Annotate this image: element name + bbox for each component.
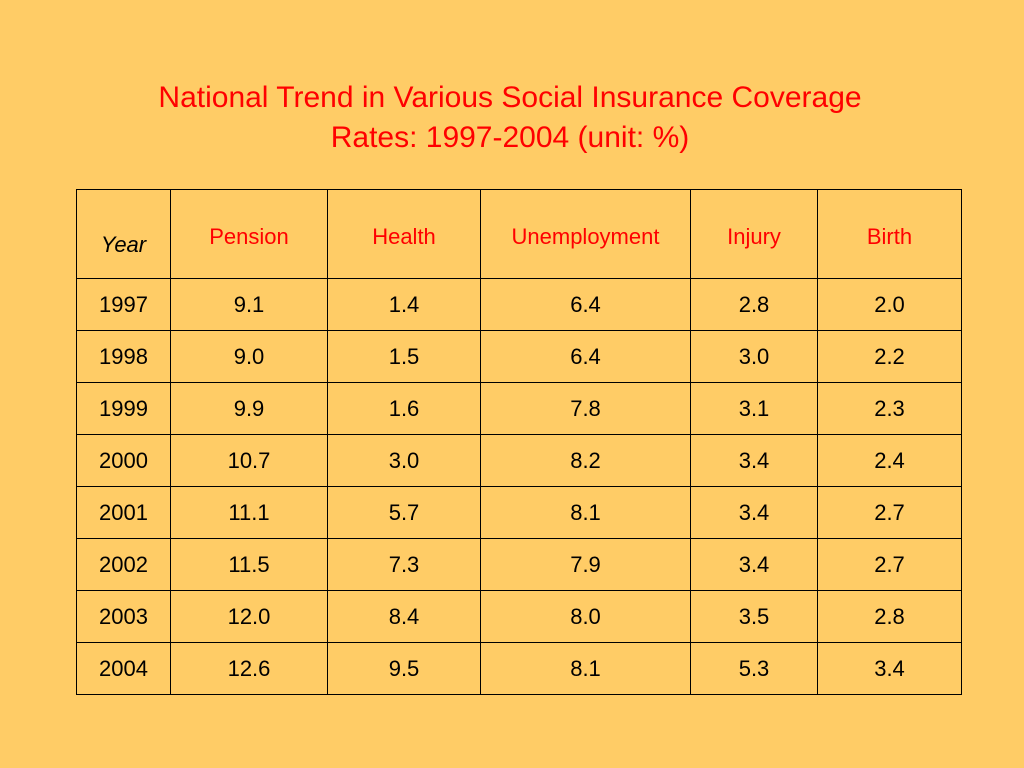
cell-injury: 3.1	[690, 382, 818, 435]
cell-birth: 2.7	[817, 538, 962, 591]
cell-health: 5.7	[327, 486, 481, 539]
cell-pension: 11.5	[170, 538, 328, 591]
cell-birth: 2.2	[817, 330, 962, 383]
table-row: 1999 9.9 1.6 7.8 3.1 2.3	[76, 382, 962, 435]
cell-injury: 2.8	[690, 278, 818, 331]
cell-injury: 3.5	[690, 590, 818, 643]
cell-unemployment: 7.9	[480, 538, 691, 591]
cell-health: 8.4	[327, 590, 481, 643]
cell-unemployment: 8.0	[480, 590, 691, 643]
cell-injury: 3.4	[690, 538, 818, 591]
cell-birth: 2.3	[817, 382, 962, 435]
cell-unemployment: 6.4	[480, 330, 691, 383]
cell-health: 1.5	[327, 330, 481, 383]
table-row: 2001 11.1 5.7 8.1 3.4 2.7	[76, 486, 962, 539]
cell-birth: 2.7	[817, 486, 962, 539]
cell-pension: 11.1	[170, 486, 328, 539]
slide-title-line-2: Rates: 1997-2004 (unit: %)	[330, 121, 690, 154]
cell-pension: 10.7	[170, 434, 328, 487]
cell-injury: 3.4	[690, 434, 818, 487]
cell-health: 9.5	[327, 642, 481, 695]
cell-birth: 2.4	[817, 434, 962, 487]
cell-unemployment: 6.4	[480, 278, 691, 331]
table-row: 2004 12.6 9.5 8.1 5.3 3.4	[76, 642, 962, 695]
cell-year: 2001	[76, 486, 171, 539]
table-row: 1997 9.1 1.4 6.4 2.8 2.0	[76, 278, 962, 331]
cell-unemployment: 8.1	[480, 642, 691, 695]
cell-injury: 3.4	[690, 486, 818, 539]
coverage-rates-table: Year Pension Health Unemployment Injury …	[76, 189, 962, 695]
cell-pension: 9.0	[170, 330, 328, 383]
table-row: 2003 12.0 8.4 8.0 3.5 2.8	[76, 590, 962, 643]
cell-health: 7.3	[327, 538, 481, 591]
cell-unemployment: 8.2	[480, 434, 691, 487]
table-row: 2000 10.7 3.0 8.2 3.4 2.4	[76, 434, 962, 487]
cell-unemployment: 8.1	[480, 486, 691, 539]
cell-pension: 9.9	[170, 382, 328, 435]
cell-birth: 2.0	[817, 278, 962, 331]
header-year: Year	[76, 189, 171, 279]
cell-year: 1998	[76, 330, 171, 383]
cell-birth: 2.8	[817, 590, 962, 643]
table-header-row: Year Pension Health Unemployment Injury …	[76, 189, 962, 279]
cell-year: 2003	[76, 590, 171, 643]
cell-year: 1997	[76, 278, 171, 331]
cell-injury: 3.0	[690, 330, 818, 383]
header-birth: Birth	[817, 189, 962, 279]
header-injury: Injury	[690, 189, 818, 279]
cell-pension: 12.0	[170, 590, 328, 643]
cell-health: 3.0	[327, 434, 481, 487]
cell-injury: 5.3	[690, 642, 818, 695]
cell-year: 1999	[76, 382, 171, 435]
cell-pension: 12.6	[170, 642, 328, 695]
cell-birth: 3.4	[817, 642, 962, 695]
slide-title-line-1: National Trend in Various Social Insuran…	[158, 81, 862, 114]
cell-year: 2000	[76, 434, 171, 487]
header-health: Health	[327, 189, 481, 279]
cell-year: 2002	[76, 538, 171, 591]
header-pension: Pension	[170, 189, 328, 279]
cell-health: 1.6	[327, 382, 481, 435]
slide-title: National Trend in Various Social Insuran…	[0, 78, 1020, 158]
cell-health: 1.4	[327, 278, 481, 331]
cell-unemployment: 7.8	[480, 382, 691, 435]
header-unemployment: Unemployment	[480, 189, 691, 279]
cell-year: 2004	[76, 642, 171, 695]
table-row: 2002 11.5 7.3 7.9 3.4 2.7	[76, 538, 962, 591]
table-row: 1998 9.0 1.5 6.4 3.0 2.2	[76, 330, 962, 383]
cell-pension: 9.1	[170, 278, 328, 331]
